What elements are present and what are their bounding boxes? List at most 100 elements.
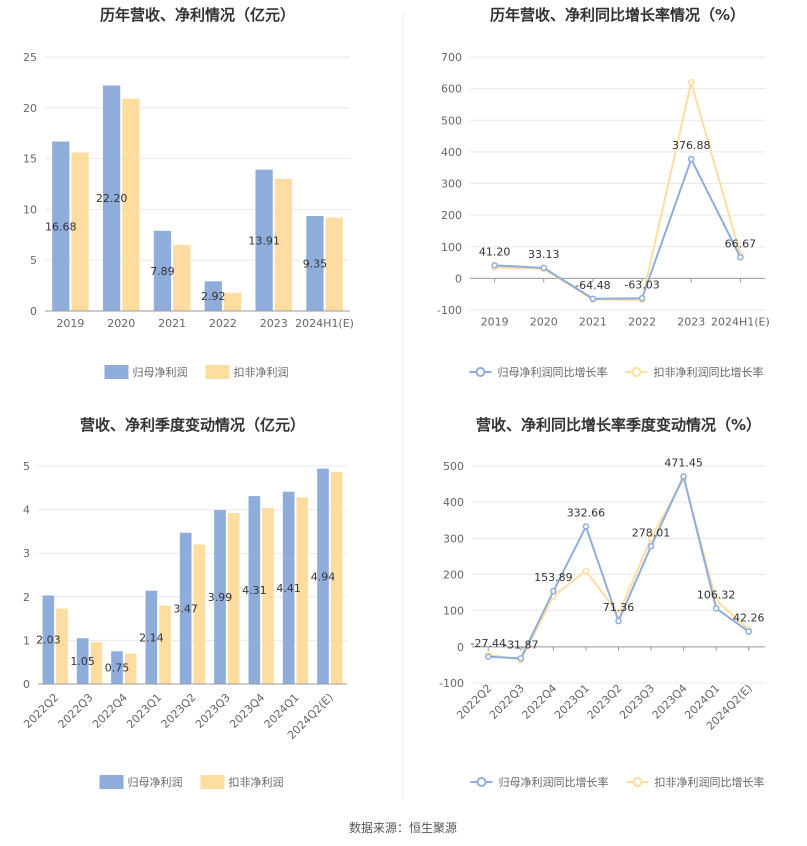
y-tick-label: 4 [23,504,30,517]
data-label: 7.89 [150,265,175,278]
y-tick-label: 5 [30,254,37,267]
data-label: -63.03 [624,278,659,291]
bar-deducted-profit [56,608,68,684]
data-label: 471.45 [664,456,703,469]
data-label: 332.66 [567,507,606,520]
y-tick-label: 3 [23,547,30,560]
y-tick-label: 300 [443,532,464,545]
x-tick-label: 2023Q4 [650,682,690,722]
data-source-note: 数据来源：恒生聚源 [349,820,457,835]
chart-title: 营收、净利季度变动情况（亿元） [80,416,305,434]
data-label: 41.20 [479,245,511,258]
data-label: 71.36 [603,601,635,614]
legend-label: 扣非净利润同比增长率 [655,775,765,789]
data-label: 2.03 [36,634,61,647]
y-tick-label: 200 [443,569,464,582]
y-tick-label: 0 [23,678,30,691]
data-label: 4.31 [242,584,267,597]
y-tick-label: 200 [441,209,462,222]
bar-net-profit [42,595,55,684]
data-label: -27.44 [471,637,506,650]
y-tick-label: 400 [441,146,462,159]
legend-marker [475,367,486,377]
bar-net-profit [306,216,324,311]
line-point [491,262,498,269]
data-label: 33.13 [528,248,560,261]
y-tick-label: 0 [457,641,464,654]
x-tick-label: 2022Q4 [519,682,559,722]
x-tick-label: 2023Q2 [159,691,199,731]
legend-label: 归母净利润 [133,365,188,379]
bar-deducted-profit [159,605,171,684]
line-point [712,605,720,612]
bar-net-profit [317,468,329,684]
bar-deducted-profit [223,292,242,311]
data-label: 1.05 [70,655,95,668]
legend-marker [476,777,487,787]
line-deducted-profit-growth [488,475,750,661]
bar-deducted-profit [227,513,240,684]
x-tick-label: 2023Q2 [585,682,625,722]
quarterly-profit-bar-chart: 营收、净利季度变动情况（亿元） 0 1 2 3 4 5 2.03 1.05 0.75 2.14 3.4… [21,416,347,789]
line-point [688,155,695,163]
bar-net-profit [204,281,222,311]
x-tick-label: 2023Q3 [193,691,233,731]
x-tick-label: 2023 [260,317,288,330]
y-tick-label: 1 [23,634,30,647]
line-point [638,295,646,302]
y-tick-label: 0 [455,272,462,285]
legend-label: 扣非净利润 [234,365,289,379]
bar-deducted-profit [330,472,343,684]
legend-swatch [200,775,225,789]
data-label: 13.91 [248,234,280,247]
legend-label: 归母净利润同比增长率 [498,365,608,379]
legend-swatch [104,365,129,379]
y-tick-label: -100 [437,304,462,317]
bar-deducted-profit [296,497,309,684]
x-tick-label: 2022Q3 [487,682,527,722]
bar-net-profit [145,590,158,684]
bar-net-profit [282,491,295,684]
data-label: 16.68 [45,220,77,233]
y-tick-label: 25 [23,51,37,64]
x-tick-label: 2021 [579,315,607,328]
line-point [647,535,655,542]
bar-deducted-profit [122,98,140,311]
x-tick-label: 2021 [158,317,186,330]
bar-net-profit [153,230,172,311]
x-tick-label: 2023Q1 [552,682,592,722]
line-point [615,617,622,625]
data-label: 153.89 [534,571,573,584]
y-tick-label: 600 [441,83,462,96]
x-tick-label: 2023Q3 [617,682,657,722]
line-point [589,295,597,303]
annual-profit-bar-chart: 历年营收、净利情况（亿元） 0 5 10 15 20 25 16.68 22.20 7.89 2.9… [23,6,354,379]
data-label: -64.48 [575,279,610,292]
bar-deducted-profit [262,507,274,684]
line-deducted-profit-growth [494,82,742,301]
x-tick-label: 2024H1(E) [295,317,354,330]
y-tick-label: 5 [23,460,30,473]
legend-label: 扣非净利润同比增长率 [654,365,764,379]
line-point [688,79,695,86]
bar-net-profit [52,141,70,311]
x-tick-label: 2022Q2 [21,691,61,731]
quarterly-growth-line-chart: 营收、净利同比增长率季度变动情况（%） -100 0 100 200 300 400 500 -… [439,416,765,789]
line-point [647,543,655,550]
y-tick-label: 100 [443,605,464,618]
legend-marker [631,367,642,377]
x-tick-label: 2019 [481,315,509,328]
x-tick-label: 2023Q1 [124,691,164,731]
data-label: 22.20 [96,192,128,205]
line-point [737,254,744,261]
legend-swatch [99,775,124,789]
legend-label: 扣非净利润 [229,775,284,789]
bar-deducted-profit [124,653,137,684]
chart-title: 历年营收、净利同比增长率情况（%） [490,6,745,24]
bar-deducted-profit [71,152,89,311]
legend-label: 归母净利润 [128,775,183,789]
line-net-profit-growth [494,156,742,300]
data-label: 66.67 [725,237,757,250]
data-label: 2.92 [201,290,226,303]
